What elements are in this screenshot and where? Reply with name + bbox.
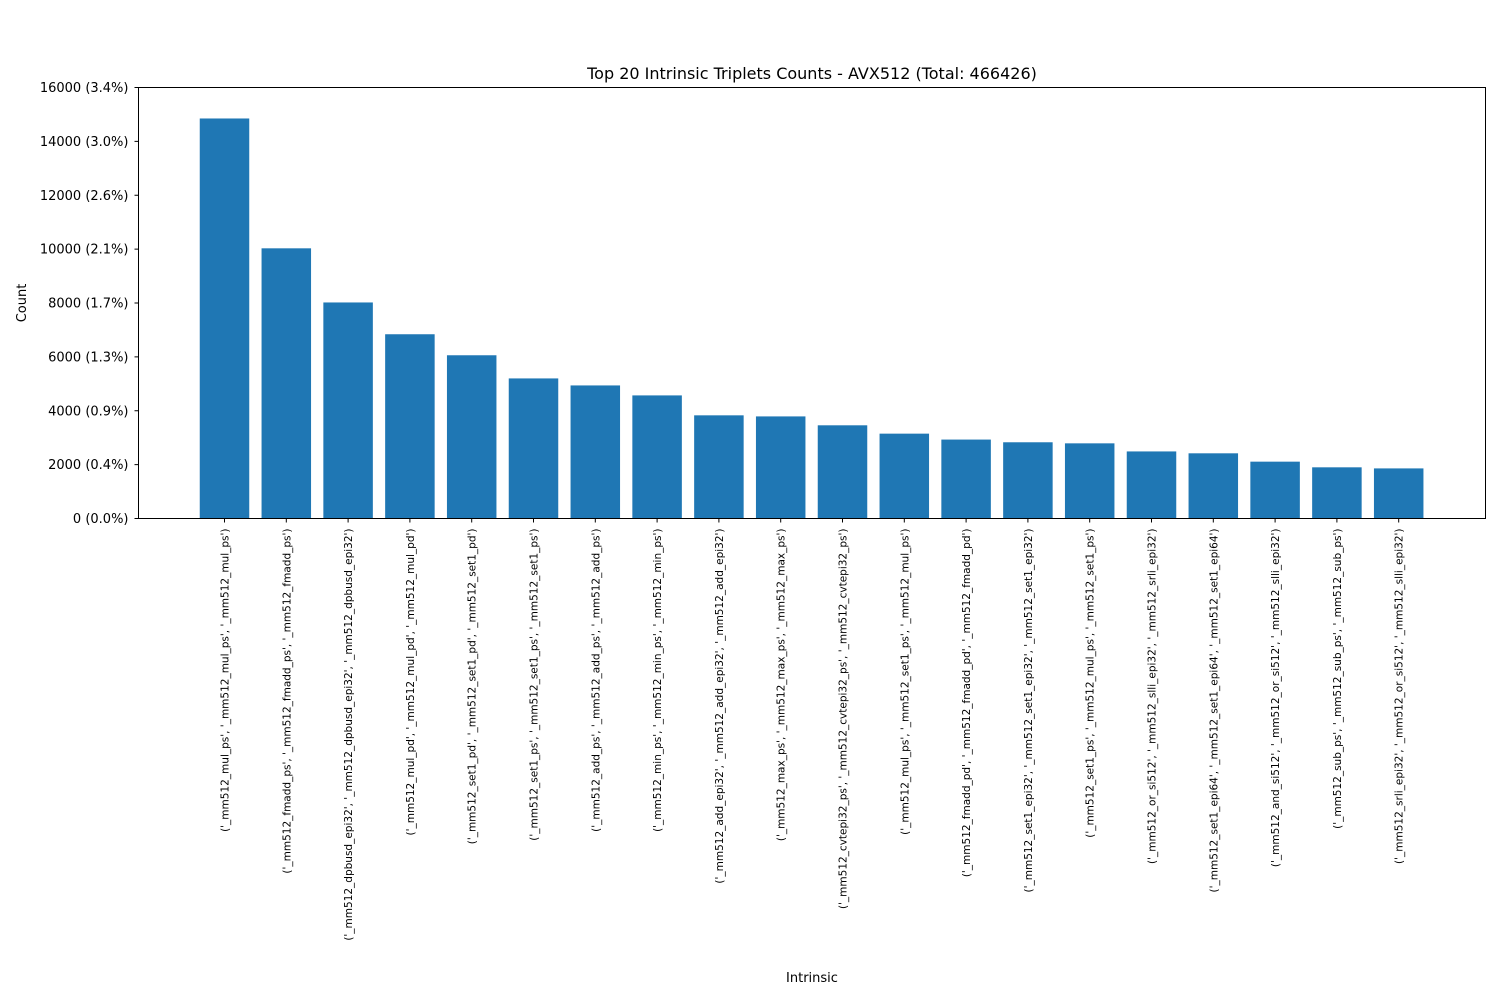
y-tick-label: 4000 (0.9%)	[48, 404, 128, 419]
x-tick-label: ('_mm512_srli_epi32', '_mm512_or_si512',…	[1394, 529, 1406, 864]
bar-16	[1126, 451, 1177, 519]
x-tick-label: ('_mm512_set1_ps', '_mm512_mul_ps', '_mm…	[1085, 529, 1097, 838]
bar-14	[1003, 442, 1053, 519]
bar-7	[570, 385, 621, 519]
bar-12	[879, 433, 930, 519]
y-tick-label: 12000 (2.6%)	[40, 189, 129, 204]
y-axis-label: Count	[15, 284, 30, 323]
bar-13	[941, 439, 991, 519]
x-tick-label: ('_mm512_mul_ps', '_mm512_set1_ps', '_mm…	[899, 529, 911, 835]
y-tick-label: 6000 (1.3%)	[48, 350, 128, 365]
bar-15	[1064, 443, 1115, 519]
x-tick-label: ('_mm512_max_ps', '_mm512_max_ps', '_mm5…	[776, 529, 788, 842]
x-tick-label: ('_mm512_fmadd_ps', '_mm512_fmadd_ps', '…	[281, 529, 293, 874]
x-tick-label: ('_mm512_min_ps', '_mm512_min_ps', '_mm5…	[652, 529, 664, 832]
x-axis: ('_mm512_mul_ps', '_mm512_mul_ps', '_mm5…	[220, 518, 1406, 941]
x-tick-label: ('_mm512_add_ps', '_mm512_add_ps', '_mm5…	[590, 529, 602, 832]
y-tick-label: 0 (0.0%)	[73, 512, 129, 527]
bars-group	[199, 118, 1424, 519]
y-tick-label: 2000 (0.4%)	[48, 458, 128, 473]
bar-6	[508, 378, 559, 519]
bar-8	[632, 395, 682, 519]
bar-17	[1188, 453, 1239, 519]
x-tick-label: ('_mm512_fmadd_pd', '_mm512_fmadd_pd', '…	[961, 529, 973, 878]
bar-5	[446, 355, 497, 519]
x-tick-label: ('_mm512_or_si512', '_mm512_slli_epi32',…	[1147, 529, 1159, 864]
bar-11	[817, 425, 868, 519]
bar-9	[694, 415, 744, 519]
x-tick-label: ('_mm512_mul_pd', '_mm512_mul_pd', '_mm5…	[405, 529, 417, 836]
bar-10	[755, 416, 806, 519]
y-axis: 0 (0.0%) 2000 (0.4%) 4000 (0.9%) 6000 (1.3%…	[40, 81, 139, 527]
bar-19	[1312, 467, 1362, 519]
x-tick-label: ('_mm512_set1_ps', '_mm512_set1_ps', '_m…	[529, 529, 541, 841]
x-tick-label: ('_mm512_mul_ps', '_mm512_mul_ps', '_mm5…	[220, 529, 232, 832]
y-tick-label: 14000 (3.0%)	[40, 135, 129, 150]
bar-3	[323, 302, 373, 519]
x-tick-label: ('_mm512_dpbusd_epi32', '_mm512_dpbusd_e…	[343, 529, 355, 941]
y-tick-label: 8000 (1.7%)	[48, 297, 128, 312]
x-tick-label: ('_mm512_sub_ps', '_mm512_sub_ps', '_mm5…	[1332, 529, 1344, 829]
bar-2	[261, 248, 312, 519]
x-tick-label: ('_mm512_set1_epi32', '_mm512_set1_epi32…	[1023, 529, 1035, 893]
x-tick-label: ('_mm512_and_si512', '_mm512_or_si512', …	[1270, 529, 1282, 868]
chart-title: Top 20 Intrinsic Triplets Counts - AVX51…	[586, 64, 1037, 83]
x-tick-label: ('_mm512_cvtepi32_ps', '_mm512_cvtepi32_…	[838, 529, 850, 910]
x-tick-label: ('_mm512_set1_pd', '_mm512_set1_pd', '_m…	[467, 529, 479, 845]
bar-20	[1373, 468, 1424, 519]
plot-frame	[138, 87, 1486, 519]
y-tick-label: 10000 (2.1%)	[40, 243, 129, 258]
bar-4	[385, 334, 435, 519]
bar-1	[199, 118, 250, 519]
bar-18	[1250, 461, 1300, 519]
y-tick-label: 16000 (3.4%)	[40, 81, 129, 96]
x-axis-label: Intrinsic	[786, 971, 838, 986]
x-tick-label: ('_mm512_add_epi32', '_mm512_add_epi32',…	[714, 529, 726, 884]
x-tick-label: ('_mm512_set1_epi64', '_mm512_set1_epi64…	[1208, 529, 1220, 893]
